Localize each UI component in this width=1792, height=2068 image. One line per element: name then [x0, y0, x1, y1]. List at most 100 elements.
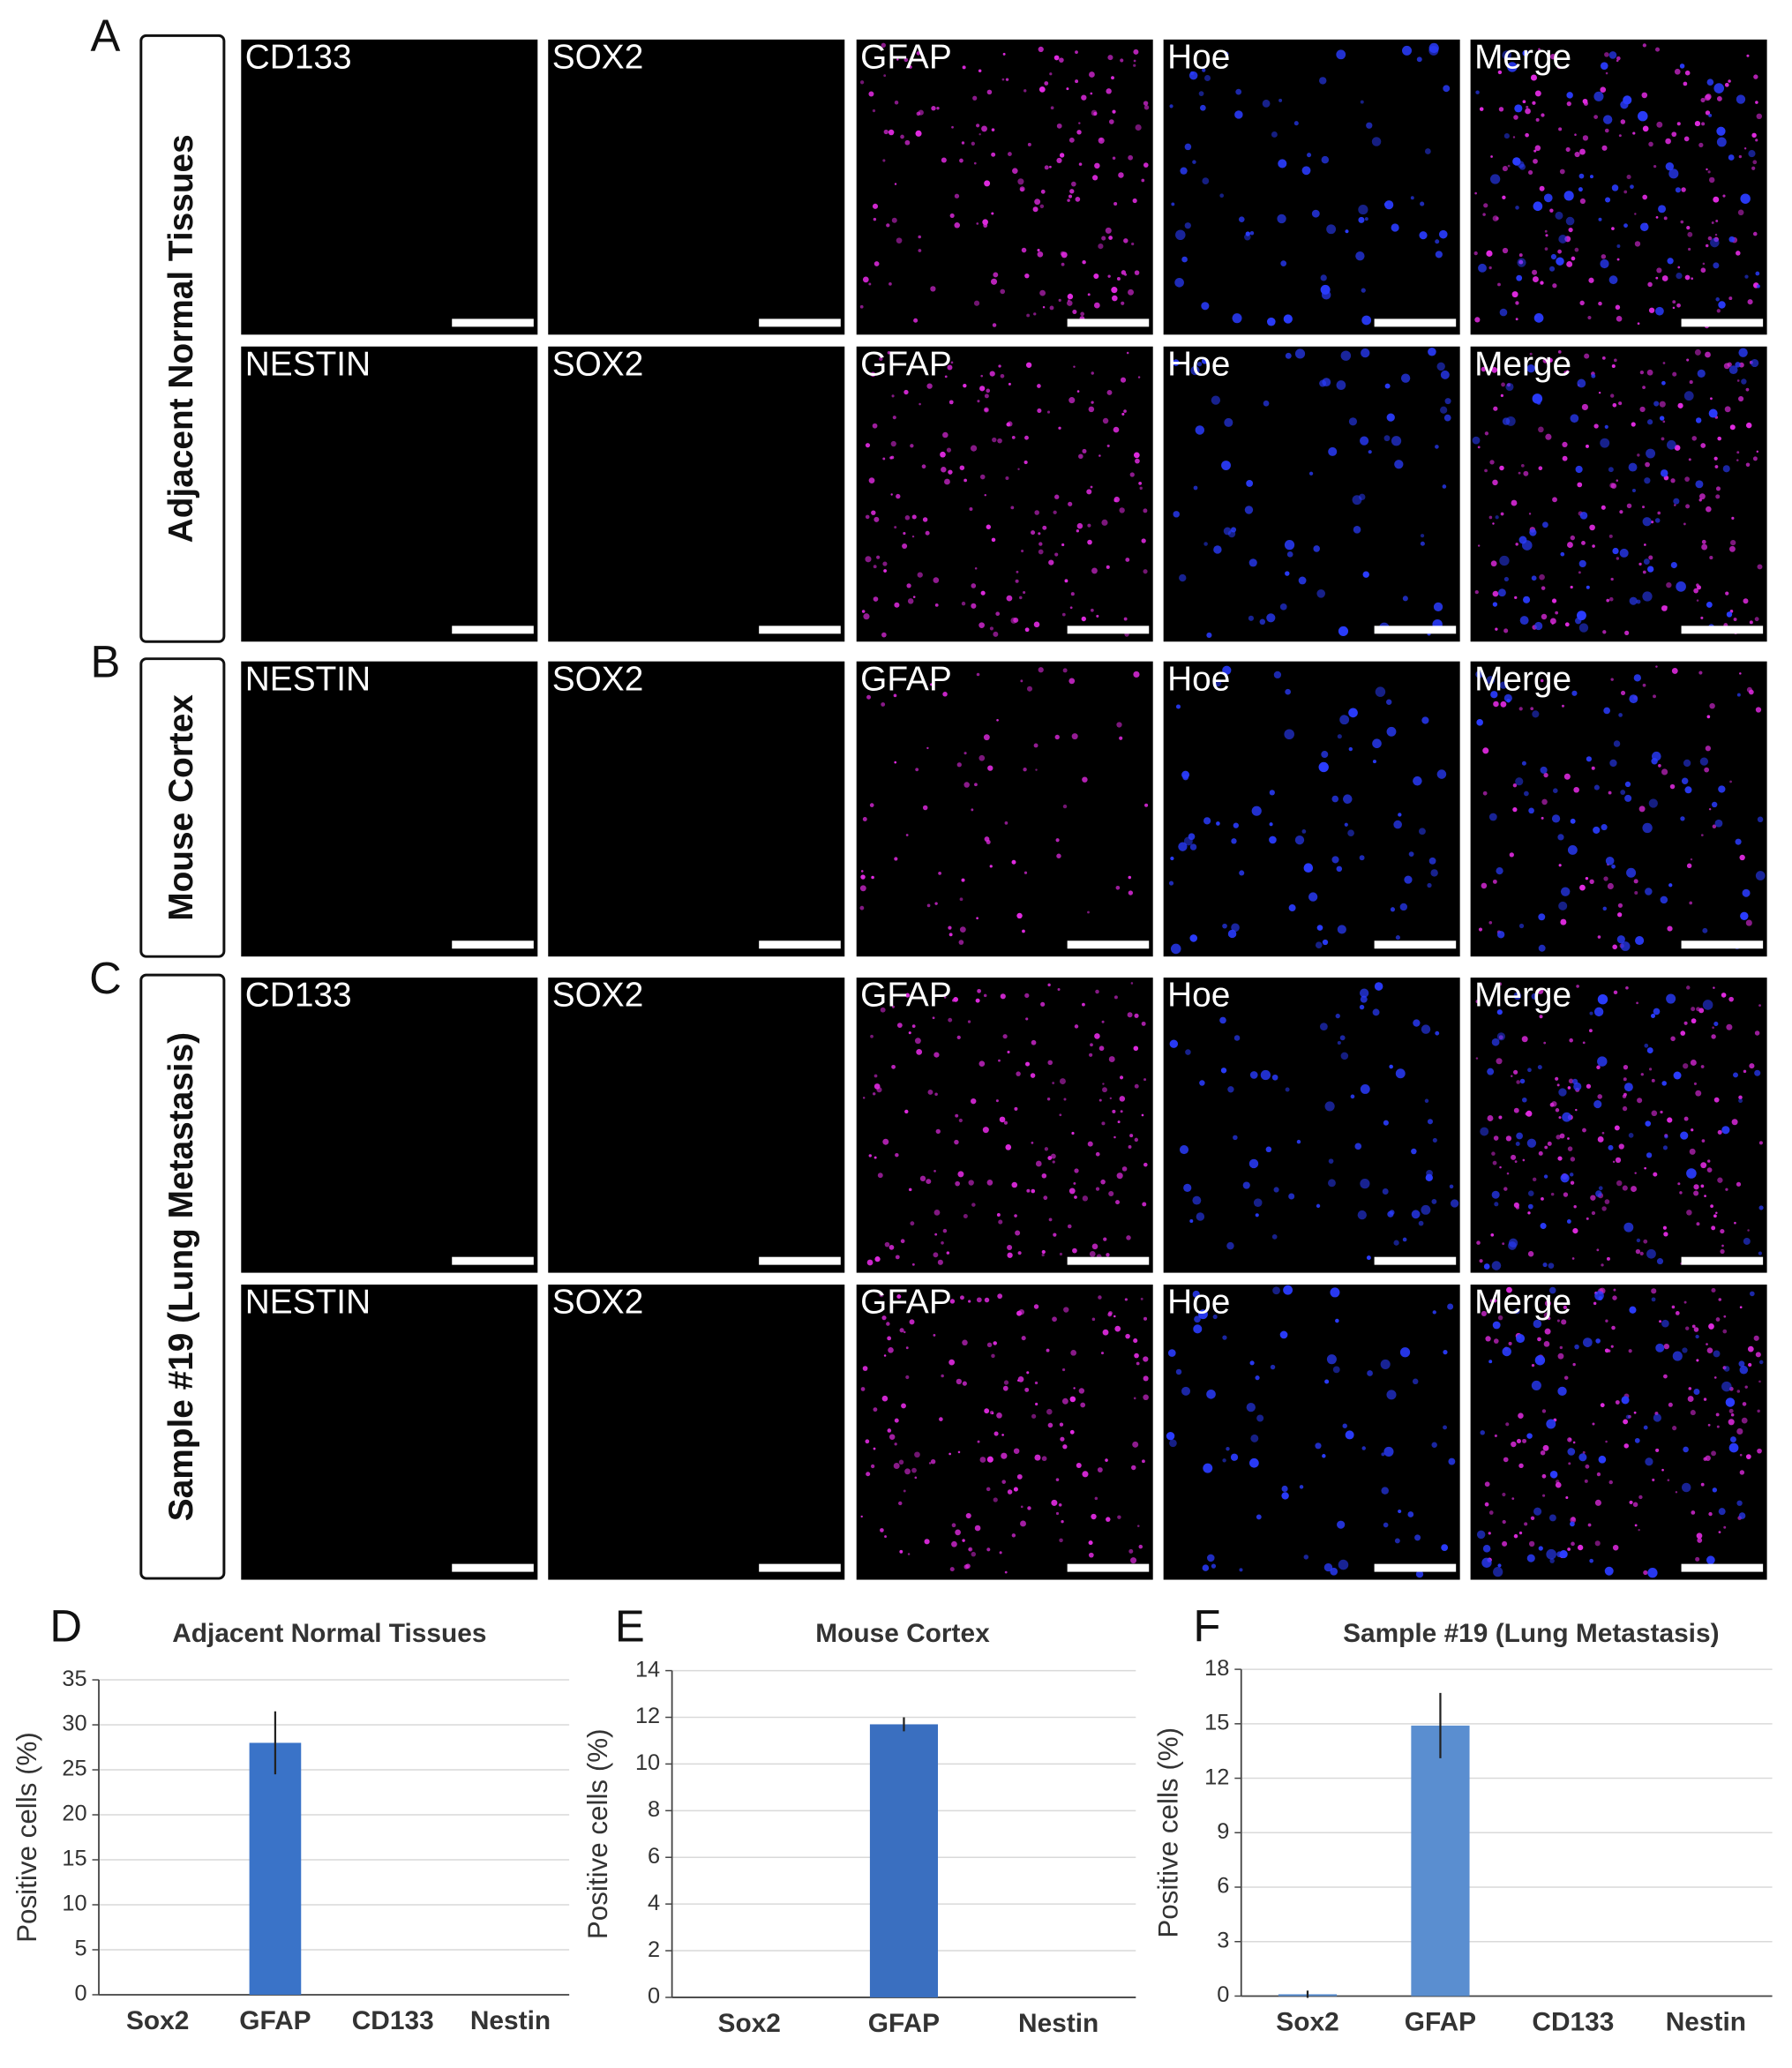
fluorescence-dot: [1037, 251, 1044, 258]
fluorescence-dot: [968, 1300, 971, 1303]
fluorescence-dot: [1007, 1252, 1013, 1258]
fluorescence-dot: [1031, 530, 1036, 536]
fluorescence-dot: [860, 1387, 866, 1391]
fluorescence-dot: [1573, 786, 1579, 793]
fluorescence-dot: [986, 1456, 993, 1463]
fluorescence-dot: [1569, 1173, 1574, 1177]
fluorescence-dot: [1487, 1115, 1494, 1121]
fluorescence-dot: [1706, 506, 1712, 513]
fluorescence-dot: [1384, 200, 1394, 210]
fluorescence-dot: [1739, 1453, 1743, 1457]
fluorescence-dot: [1726, 1023, 1733, 1030]
fluorescence-dot: [1121, 270, 1127, 275]
fluorescence-dot: [974, 1525, 981, 1532]
fluorescence-dot: [999, 1116, 1006, 1123]
fluorescence-dot: [1557, 1156, 1563, 1161]
fluorescence-dot: [1003, 1120, 1008, 1125]
fluorescence-dot: [1571, 1541, 1575, 1547]
fluorescence-dot: [1695, 1334, 1699, 1339]
fluorescence-dot: [1359, 1004, 1365, 1010]
fluorescence-dot: [1571, 1257, 1575, 1260]
fluorescence-dot: [1570, 535, 1576, 541]
fluorescence-dot: [961, 141, 965, 145]
fluorescence-dot: [1087, 293, 1091, 296]
fluorescence-dot: [1651, 1078, 1655, 1083]
panel-letter: C: [89, 953, 122, 1003]
y-tick-label: 30: [62, 1712, 86, 1736]
fluorescence-dot: [1294, 835, 1305, 845]
fluorescence-dot: [979, 386, 986, 392]
fluorescence-dot: [1230, 1453, 1239, 1461]
fluorescence-dot: [888, 1347, 894, 1353]
fluorescence-dot: [1059, 1252, 1063, 1256]
fluorescence-dot: [911, 514, 917, 520]
fluorescence-dot: [1578, 187, 1583, 192]
fluorescence-dot: [1733, 618, 1737, 622]
fluorescence-dot: [1695, 417, 1702, 423]
fluorescence-dot: [901, 1403, 906, 1409]
fluorescence-dot: [1493, 1567, 1503, 1577]
fluorescence-dot: [1605, 1319, 1608, 1322]
fluorescence-dot: [1348, 708, 1358, 718]
fluorescence-dot: [891, 217, 897, 223]
channel-label: CD133: [245, 977, 352, 1015]
fluorescence-dot: [1715, 1211, 1718, 1215]
fluorescence-dot: [1128, 875, 1132, 880]
fluorescence-dot: [1027, 142, 1031, 146]
fluorescence-dot: [1663, 1374, 1668, 1379]
fluorescence-dot: [1224, 417, 1233, 427]
fluorescence-dot: [1677, 402, 1683, 408]
fluorescence-dot: [1567, 845, 1578, 855]
fluorescence-dot: [896, 493, 901, 499]
y-tick-label: 12: [1204, 1765, 1229, 1789]
fluorescence-dot: [1478, 263, 1487, 273]
fluorescence-dot: [1493, 701, 1499, 708]
fluorescence-dot: [926, 1179, 932, 1185]
fluorescence-dot: [1644, 1043, 1649, 1048]
fluorescence-dot: [936, 106, 940, 110]
fluorescence-dot: [973, 300, 980, 306]
fluorescence-dot: [1481, 366, 1487, 372]
fluorescence-dot: [1038, 667, 1044, 673]
fluorescence-dot: [1691, 1510, 1696, 1515]
fluorescence-dot: [909, 65, 912, 69]
channel-label: Hoe: [1167, 660, 1230, 698]
fluorescence-dot: [1690, 1059, 1697, 1066]
fluorescence-dot: [1105, 1458, 1108, 1462]
fluorescence-dot: [941, 1240, 944, 1245]
fluorescence-dot: [1514, 104, 1523, 113]
fluorescence-dot: [1588, 1029, 1593, 1033]
fluorescence-dot: [1528, 807, 1534, 814]
fluorescence-dot: [1586, 1217, 1589, 1220]
fluorescence-dot: [1113, 1315, 1116, 1318]
fluorescence-dot: [1707, 1423, 1711, 1427]
fluorescence-dot: [959, 158, 963, 163]
fluorescence-dot: [1690, 1410, 1696, 1416]
fluorescence-dot: [880, 1007, 886, 1013]
fluorescence-dot: [971, 141, 975, 146]
fluorescence-dot: [1683, 391, 1694, 401]
fluorescence-dot: [1586, 1083, 1592, 1089]
fluorescence-dot: [996, 1412, 1002, 1419]
fluorescence-dot: [1541, 816, 1544, 820]
fluorescence-dot: [1683, 1446, 1689, 1453]
fluorescence-dot: [1093, 302, 1100, 309]
fluorescence-dot: [891, 1005, 895, 1008]
fluorescence-dot: [1531, 575, 1537, 581]
fluorescence-dot: [1320, 274, 1327, 281]
fluorescence-dot: [1700, 97, 1706, 103]
fluorescence-dot: [1502, 1540, 1508, 1547]
fluorescence-dot: [1551, 1101, 1557, 1107]
fluorescence-dot: [1488, 515, 1493, 520]
fluorescence-dot: [1383, 435, 1391, 442]
fluorescence-dot: [1499, 681, 1508, 689]
fluorescence-dot: [1114, 1325, 1121, 1332]
fluorescence-dot: [1679, 64, 1685, 69]
fluorescence-dot: [1637, 322, 1640, 326]
fluorescence-dot: [1488, 813, 1497, 821]
fluorescence-dot: [1324, 1379, 1330, 1384]
fluorescence-dot: [1082, 448, 1087, 453]
fluorescence-dot: [1736, 1500, 1743, 1506]
channel-label: GFAP: [860, 38, 952, 76]
fluorescence-dot: [1184, 222, 1191, 229]
